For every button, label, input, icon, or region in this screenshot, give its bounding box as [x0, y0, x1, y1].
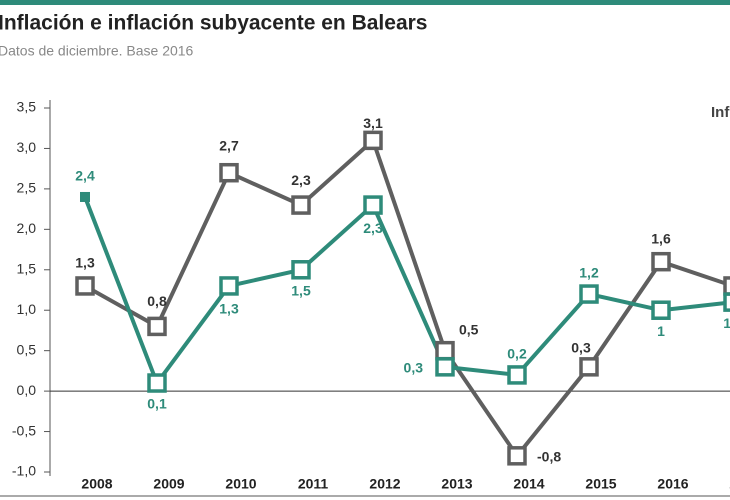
x-tick-label: 2013: [441, 476, 472, 492]
x-tick-label: 2010: [225, 476, 256, 492]
data-label: 0,2: [507, 346, 527, 362]
y-tick-label: 3,5: [17, 99, 37, 115]
data-label: 1,3: [219, 301, 239, 317]
series-line: [83, 196, 730, 386]
data-label: 2,4: [75, 168, 95, 184]
point-marker: [651, 300, 671, 320]
point-marker: [363, 130, 383, 151]
point-marker: [219, 276, 239, 296]
point-marker: [291, 260, 311, 280]
point-marker: [435, 357, 455, 377]
series-line: [84, 138, 730, 458]
y-tick-label: 0,5: [17, 341, 37, 357]
y-tick-label: 0,0: [17, 382, 37, 398]
y-tick-label: 2,5: [17, 180, 37, 196]
point-marker: [147, 373, 167, 393]
point-marker: [219, 162, 239, 183]
x-tick-label: 2011: [298, 476, 329, 492]
point-marker: [75, 276, 95, 296]
point-marker: [435, 340, 455, 361]
x-tick-label: 2014: [513, 476, 544, 492]
top-bar: [0, 0, 730, 5]
point-marker: [579, 357, 599, 377]
point-marker: [80, 191, 90, 202]
y-tick-label: 3,0: [17, 139, 37, 155]
x-tick-label: 2012: [369, 476, 400, 492]
data-label: 2,7: [219, 137, 239, 153]
y-tick-label: 1,5: [17, 260, 37, 276]
data-label: 0,3: [404, 360, 424, 376]
y-tick-label: 2,0: [17, 220, 37, 236]
data-label: 0,5: [459, 321, 479, 337]
point-marker: [291, 195, 311, 215]
point-marker: [363, 195, 383, 215]
data-label: 2,3: [363, 220, 383, 236]
point-marker: [723, 292, 730, 312]
x-tick-label: 2016: [657, 476, 688, 492]
data-label: 1: [657, 323, 665, 339]
data-label: 0,8: [147, 293, 167, 309]
x-tick-label: 2009: [153, 476, 184, 492]
point-marker: [579, 284, 599, 304]
data-label: -0,8: [537, 449, 561, 465]
point-marker: [507, 446, 527, 466]
y-tick-label: 1,0: [17, 301, 37, 317]
data-label: 1,5: [291, 282, 311, 298]
point-marker: [147, 316, 167, 337]
point-marker: [507, 365, 527, 385]
chart-title: Inflación e inflación subyacente en Bale…: [0, 12, 427, 35]
y-tick-label: -1,0: [12, 463, 36, 479]
chart-subtitle: Datos de diciembre. Base 2016: [0, 43, 194, 59]
data-label: 1,6: [651, 230, 671, 246]
legend-label: Infl: [711, 104, 730, 121]
point-marker: [723, 276, 730, 296]
data-label: 0,1: [147, 396, 167, 412]
y-tick-label: -0,5: [12, 422, 36, 438]
point-marker: [651, 251, 671, 272]
data-label: 1,1: [723, 315, 730, 331]
x-tick-label: 2008: [81, 476, 112, 492]
data-label: 0,3: [571, 340, 591, 356]
data-label: 2,3: [291, 172, 311, 188]
data-label: 3,1: [363, 115, 383, 131]
data-label: 1,3: [75, 255, 95, 271]
x-tick-label: 2015: [585, 476, 616, 492]
data-label: 1,2: [579, 265, 599, 281]
